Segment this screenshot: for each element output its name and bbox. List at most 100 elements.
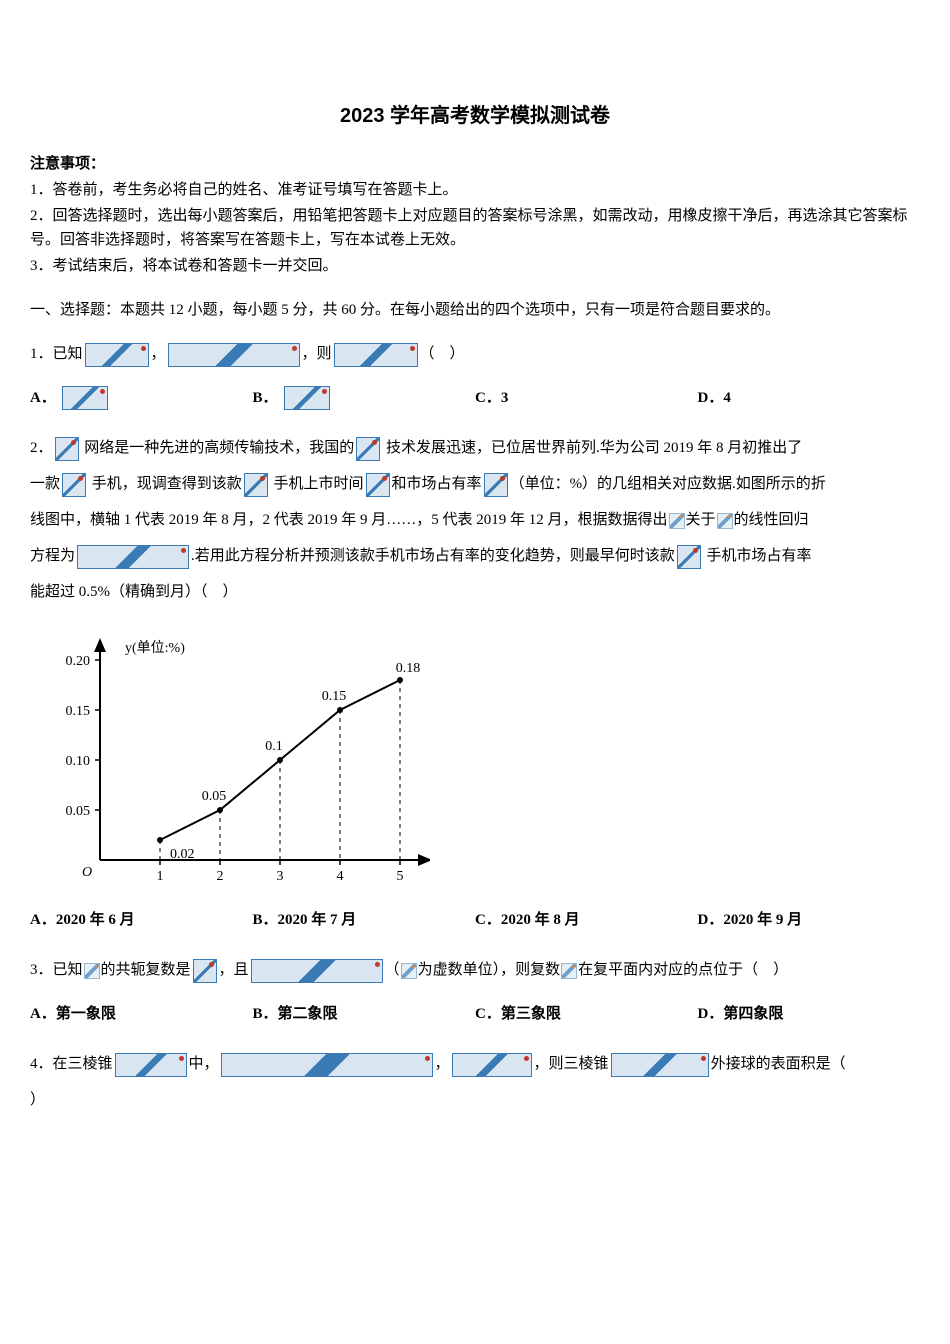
math-placeholder-icon (611, 1053, 709, 1077)
math-placeholder-icon (251, 959, 383, 983)
q2-text: 手机市场占有率 (703, 548, 812, 564)
math-placeholder-icon (62, 386, 108, 410)
option-label: D．第四象限 (698, 1002, 784, 1026)
option-label: C．第三象限 (475, 1002, 561, 1026)
q1-options: A． B． C．3 D．4 (30, 386, 920, 410)
q4-text: ， (435, 1056, 450, 1072)
q1-text-b: ， (151, 346, 166, 362)
math-placeholder-icon (62, 473, 86, 497)
math-placeholder-icon (356, 437, 380, 461)
option-label: B． (253, 386, 278, 410)
instruction-3: 3．考试结束后，将本试卷和答题卡一并交回。 (30, 254, 920, 278)
svg-text:O: O (82, 865, 92, 880)
option-label: B．2020 年 7 月 (253, 908, 357, 932)
math-placeholder-icon (244, 473, 268, 497)
math-placeholder-icon (677, 545, 701, 569)
option-label: C．3 (475, 386, 508, 410)
q1-option-c: C．3 (475, 386, 698, 410)
question-2: 2． 网络是一种先进的高频传输技术，我国的 技术发展迅速，已位居世界前列.华为公… (30, 430, 920, 610)
svg-text:0.15: 0.15 (66, 704, 91, 719)
q4-text: ，则三棱锥 (534, 1056, 609, 1072)
svg-text:3: 3 (277, 869, 284, 884)
q3-text: （ (385, 962, 400, 978)
instruction-2: 2．回答选择题时，选出每小题答案后，用铅笔把答题卡上对应题目的答案标号涂黑，如需… (30, 204, 920, 252)
svg-text:y(单位:%): y(单位:%) (125, 640, 185, 656)
svg-text:0.02: 0.02 (170, 847, 195, 862)
q1-text-a: 1．已知 (30, 346, 83, 362)
line-chart: Oy(单位:%)x0.050.100.150.20123450.020.050.… (30, 630, 430, 890)
q2-text: 手机，现调查得到该款 (88, 476, 242, 492)
svg-text:0.05: 0.05 (66, 804, 91, 819)
page-title: 2023 学年高考数学模拟测试卷 (30, 100, 920, 132)
question-3: 3．已知的共轭复数是，且（为虚数单位），则复数在复平面内对应的点位于（ ） (30, 952, 920, 988)
q3-text: 在复平面内对应的点位于（ ） (578, 962, 788, 978)
math-placeholder-icon (717, 513, 733, 529)
q2-option-c: C．2020 年 8 月 (475, 908, 698, 932)
math-placeholder-icon (55, 437, 79, 461)
svg-text:0.1: 0.1 (265, 739, 283, 754)
instruction-1: 1．答卷前，考生务必将自己的姓名、准考证号填写在答题卡上。 (30, 178, 920, 202)
option-label: D．2020 年 9 月 (698, 908, 803, 932)
math-placeholder-icon (168, 343, 300, 367)
q1-text-d: （ ） (420, 346, 465, 362)
svg-text:0.15: 0.15 (322, 689, 347, 704)
math-placeholder-icon (84, 963, 100, 979)
svg-text:0.10: 0.10 (66, 754, 91, 769)
q1-option-d: D．4 (698, 386, 921, 410)
math-placeholder-icon (115, 1053, 187, 1077)
q2-text: 2． (30, 440, 53, 456)
math-placeholder-icon (284, 386, 330, 410)
q2-text: 一款 (30, 476, 60, 492)
q3-option-d: D．第四象限 (698, 1002, 921, 1026)
svg-text:4: 4 (337, 869, 344, 884)
q4-text: 外接球的表面积是（ (711, 1056, 846, 1072)
question-1: 1．已知 ， ，则 （ ） (30, 336, 920, 372)
q2-text: 方程为 (30, 548, 75, 564)
q2-option-d: D．2020 年 9 月 (698, 908, 921, 932)
math-placeholder-icon (366, 473, 390, 497)
notice-heading: 注意事项： (30, 152, 920, 176)
svg-text:0.05: 0.05 (202, 789, 227, 804)
q1-option-b: B． (253, 386, 476, 410)
option-label: B．第二象限 (253, 1002, 338, 1026)
q2-text: 关于 (686, 512, 716, 528)
option-label: A．2020 年 6 月 (30, 908, 135, 932)
q2-text: 的线性回归 (734, 512, 809, 528)
q1-option-a: A． (30, 386, 253, 410)
q3-text: 3．已知 (30, 962, 83, 978)
math-placeholder-icon (334, 343, 418, 367)
svg-text:5: 5 (397, 869, 404, 884)
q4-text: 中， (189, 1056, 219, 1072)
math-placeholder-icon (401, 963, 417, 979)
math-placeholder-icon (669, 513, 685, 529)
math-placeholder-icon (85, 343, 149, 367)
q3-text: 的共轭复数是 (101, 962, 191, 978)
q2-text: 网络是一种先进的高频传输技术，我国的 (81, 440, 355, 456)
option-label: A．第一象限 (30, 1002, 116, 1026)
q3-options: A．第一象限 B．第二象限 C．第三象限 D．第四象限 (30, 1002, 920, 1026)
q2-chart: Oy(单位:%)x0.050.100.150.20123450.020.050.… (30, 630, 920, 898)
q2-text: .若用此方程分析并预测该款手机市场占有率的变化趋势，则最早何时该款 (191, 548, 675, 564)
math-placeholder-icon (221, 1053, 433, 1077)
q3-option-b: B．第二象限 (253, 1002, 476, 1026)
q1-text-c: ，则 (302, 346, 332, 362)
svg-text:1: 1 (157, 869, 164, 884)
q2-options: A．2020 年 6 月 B．2020 年 7 月 C．2020 年 8 月 D… (30, 908, 920, 932)
q2-text: （单位：%）的几组相关对应数据.如图所示的折 (510, 476, 826, 492)
q2-option-a: A．2020 年 6 月 (30, 908, 253, 932)
q3-option-c: C．第三象限 (475, 1002, 698, 1026)
section-1-heading: 一、选择题：本题共 12 小题，每小题 5 分，共 60 分。在每小题给出的四个… (30, 298, 920, 322)
q4-text: 4．在三棱锥 (30, 1056, 113, 1072)
q3-text: ，且 (219, 962, 249, 978)
svg-text:0.20: 0.20 (66, 654, 91, 669)
svg-text:0.18: 0.18 (396, 661, 421, 676)
svg-text:2: 2 (217, 869, 224, 884)
q2-text: 线图中，横轴 1 代表 2019 年 8 月，2 代表 2019 年 9 月……… (30, 512, 668, 528)
math-placeholder-icon (484, 473, 508, 497)
question-4: 4．在三棱锥 中， ， ，则三棱锥 外接球的表面积是（ ） (30, 1046, 920, 1118)
q2-option-b: B．2020 年 7 月 (253, 908, 476, 932)
q4-text: ） (30, 1092, 45, 1108)
math-placeholder-icon (193, 959, 217, 983)
q3-option-a: A．第一象限 (30, 1002, 253, 1026)
option-label: D．4 (698, 386, 731, 410)
